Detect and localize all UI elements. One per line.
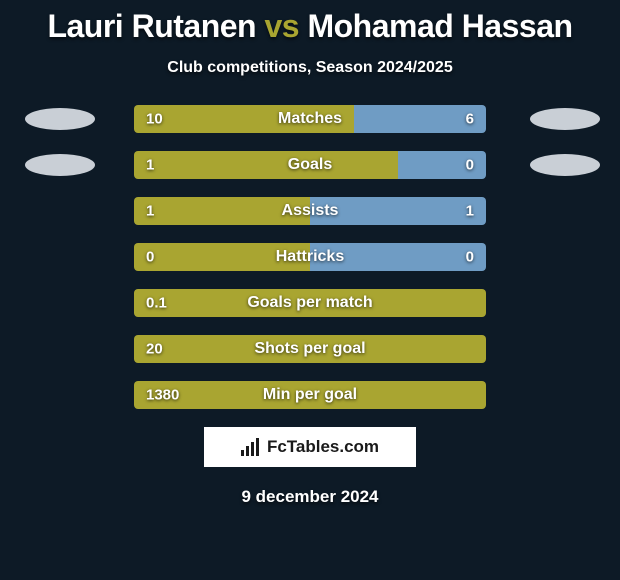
bar-left: [134, 289, 486, 317]
stat-row: Matches106: [134, 105, 486, 133]
team-badge: [25, 154, 95, 176]
team-badge: [25, 108, 95, 130]
brand-text: FcTables.com: [267, 437, 379, 457]
bar-left: [134, 243, 310, 271]
bar-right: [354, 105, 486, 133]
page-title: Lauri Rutanen vs Mohamad Hassan: [0, 0, 620, 45]
team-badge: [530, 108, 600, 130]
bar-left: [134, 197, 310, 225]
footer-date: 9 december 2024: [0, 487, 620, 507]
bar-track: [134, 197, 486, 225]
comparison-chart: Matches106 Goals10 Assists11 Hattricks00 Goa…: [0, 105, 620, 409]
bar-right: [398, 151, 486, 179]
bar-track: [134, 289, 486, 317]
team-badge: [530, 154, 600, 176]
bar-left: [134, 105, 354, 133]
bar-left: [134, 335, 486, 363]
bar-left: [134, 151, 398, 179]
bar-right: [310, 197, 486, 225]
stat-row: Shots per goal20: [134, 335, 486, 363]
bar-track: [134, 335, 486, 363]
vs-text: vs: [264, 8, 299, 44]
stat-row: Hattricks00: [134, 243, 486, 271]
chart-icon: [241, 438, 261, 456]
bar-track: [134, 151, 486, 179]
brand-badge: FcTables.com: [204, 427, 416, 467]
stat-row: Assists11: [134, 197, 486, 225]
bar-left: [134, 381, 486, 409]
player2-name: Mohamad Hassan: [307, 8, 572, 44]
player1-name: Lauri Rutanen: [47, 8, 256, 44]
bar-track: [134, 243, 486, 271]
stat-row: Goals per match0.1: [134, 289, 486, 317]
bar-track: [134, 381, 486, 409]
stat-row: Goals10: [134, 151, 486, 179]
stat-row: Min per goal1380: [134, 381, 486, 409]
bar-track: [134, 105, 486, 133]
subtitle: Club competitions, Season 2024/2025: [0, 59, 620, 77]
bar-right: [310, 243, 486, 271]
